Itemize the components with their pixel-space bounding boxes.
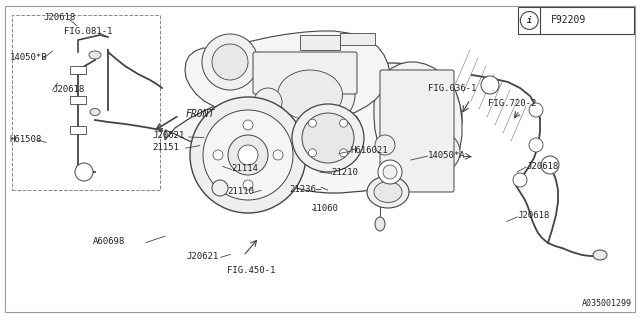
- Text: 14050*B: 14050*B: [10, 53, 47, 62]
- Bar: [70, 66, 86, 74]
- Text: FRONT: FRONT: [186, 108, 215, 119]
- Circle shape: [375, 135, 395, 155]
- Text: FIG.081-1: FIG.081-1: [64, 28, 113, 36]
- Bar: [70, 126, 86, 134]
- FancyBboxPatch shape: [380, 70, 454, 192]
- Bar: [12, 15, 160, 190]
- Circle shape: [529, 138, 543, 152]
- Text: J20618: J20618: [52, 85, 84, 94]
- Text: 11060: 11060: [312, 204, 339, 213]
- Text: FIG.720-2: FIG.720-2: [488, 99, 536, 108]
- Ellipse shape: [265, 60, 355, 130]
- Text: 21114: 21114: [232, 164, 259, 173]
- Text: 1: 1: [84, 169, 88, 175]
- Circle shape: [202, 34, 258, 90]
- Ellipse shape: [387, 90, 442, 130]
- Circle shape: [541, 156, 559, 174]
- Bar: [340, 33, 375, 45]
- Circle shape: [340, 119, 348, 127]
- Text: H616021: H616021: [351, 146, 388, 155]
- Text: J20618: J20618: [44, 13, 76, 22]
- Text: F92209: F92209: [550, 15, 586, 26]
- Circle shape: [212, 180, 228, 196]
- Circle shape: [308, 119, 316, 127]
- Text: 1: 1: [550, 162, 554, 168]
- Circle shape: [543, 158, 557, 172]
- Polygon shape: [185, 31, 390, 122]
- Circle shape: [336, 113, 360, 137]
- Text: FIG.450-1: FIG.450-1: [227, 266, 276, 275]
- Circle shape: [243, 120, 253, 130]
- Circle shape: [243, 180, 253, 190]
- Circle shape: [420, 132, 460, 172]
- Circle shape: [481, 76, 499, 94]
- Bar: [300, 35, 340, 50]
- Text: H61508: H61508: [10, 135, 42, 144]
- Text: 21236—: 21236—: [289, 185, 321, 194]
- Ellipse shape: [89, 51, 101, 59]
- Circle shape: [254, 88, 282, 116]
- Polygon shape: [165, 63, 462, 193]
- Circle shape: [513, 173, 527, 187]
- Ellipse shape: [367, 176, 409, 208]
- Ellipse shape: [278, 70, 342, 120]
- Circle shape: [238, 145, 258, 165]
- Text: 21110: 21110: [227, 188, 254, 196]
- Text: 1: 1: [490, 82, 494, 88]
- Text: J20618: J20618: [517, 212, 549, 220]
- Text: 14050*A: 14050*A: [428, 151, 465, 160]
- Text: J20618: J20618: [526, 162, 558, 171]
- Ellipse shape: [593, 250, 607, 260]
- Text: 21210: 21210: [332, 168, 358, 177]
- Circle shape: [213, 150, 223, 160]
- Ellipse shape: [90, 108, 100, 116]
- Circle shape: [520, 12, 538, 29]
- Ellipse shape: [374, 181, 402, 203]
- Text: A035001299: A035001299: [582, 299, 632, 308]
- FancyBboxPatch shape: [518, 7, 634, 34]
- Text: FIG.036-1: FIG.036-1: [428, 84, 476, 93]
- Circle shape: [383, 165, 397, 179]
- Circle shape: [212, 44, 248, 80]
- Circle shape: [340, 149, 348, 157]
- Circle shape: [203, 110, 293, 200]
- Text: J20621: J20621: [187, 252, 219, 261]
- Circle shape: [529, 103, 543, 117]
- Circle shape: [75, 163, 93, 181]
- Text: i: i: [527, 16, 532, 25]
- Circle shape: [273, 150, 283, 160]
- Circle shape: [190, 97, 306, 213]
- Polygon shape: [374, 62, 462, 190]
- Bar: [70, 96, 86, 104]
- Text: J20621: J20621: [152, 132, 184, 140]
- Text: A60698: A60698: [93, 237, 125, 246]
- Circle shape: [378, 160, 402, 184]
- Circle shape: [308, 149, 316, 157]
- Ellipse shape: [302, 113, 354, 163]
- Circle shape: [228, 135, 268, 175]
- Ellipse shape: [292, 104, 364, 172]
- FancyBboxPatch shape: [253, 52, 357, 94]
- Ellipse shape: [375, 217, 385, 231]
- Text: 21151: 21151: [152, 143, 179, 152]
